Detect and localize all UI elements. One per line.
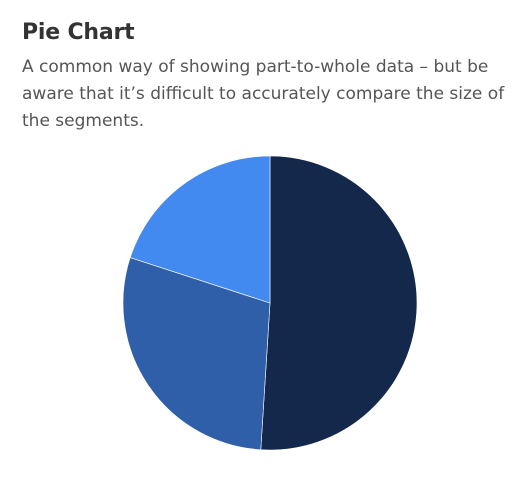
chart-title: Pie Chart	[22, 20, 135, 45]
pie-slice-1	[260, 155, 418, 451]
pie-slice-2	[122, 257, 271, 451]
pie-slice-3	[129, 155, 271, 304]
chart-subtitle: A common way of showing part-to-whole da…	[22, 57, 505, 131]
